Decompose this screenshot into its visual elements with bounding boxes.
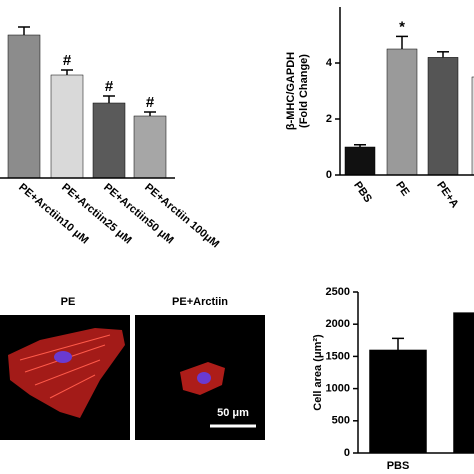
bar: [92, 102, 126, 179]
y-axis-label: β-MHC/GAPDH: [285, 52, 297, 130]
y-tick-label: 1000: [326, 383, 350, 395]
x-tick-label: PE+A: [434, 180, 461, 211]
annotation: #: [105, 78, 114, 95]
y-tick-label: 4: [326, 57, 333, 69]
bar: [453, 312, 474, 454]
x-tick-label: PBS: [351, 180, 374, 205]
y-tick-label: 500: [332, 415, 350, 427]
y-tick-label: 2000: [326, 318, 350, 330]
x-tick-label: PE+Arctiin50 μM: [101, 181, 175, 246]
bar: [386, 48, 418, 176]
y-axis-label: (Fold Change): [298, 54, 310, 128]
bar: [7, 34, 41, 179]
nucleus: [197, 372, 211, 384]
bar: [344, 146, 376, 176]
nucleus: [54, 351, 72, 363]
y-tick-label: 2500: [326, 286, 350, 298]
bar: [133, 115, 167, 179]
image-label: PE+Arctiin: [172, 296, 228, 308]
y-tick-label: 2: [326, 113, 332, 125]
y-tick-label: 1500: [326, 350, 350, 362]
x-tick-label: PE+Arctiin25 μM: [59, 181, 133, 246]
annotation: *: [399, 18, 405, 35]
annotation: #: [63, 52, 72, 69]
y-tick-label: 0: [326, 169, 332, 181]
scale-bar-label: 50 μm: [217, 407, 249, 419]
bar: [50, 74, 84, 179]
bar: [369, 349, 427, 454]
bar: [471, 76, 474, 176]
x-tick-label: PBS: [387, 460, 410, 472]
x-tick-label: PE: [393, 180, 411, 199]
y-axis-label: Cell area (μm²): [312, 334, 324, 411]
bar: [427, 57, 459, 176]
y-tick-label: 0: [344, 447, 350, 459]
image-label: PE: [61, 296, 76, 308]
annotation: #: [146, 94, 155, 111]
x-tick-label: PE+Arctiin 100μM: [142, 181, 221, 250]
